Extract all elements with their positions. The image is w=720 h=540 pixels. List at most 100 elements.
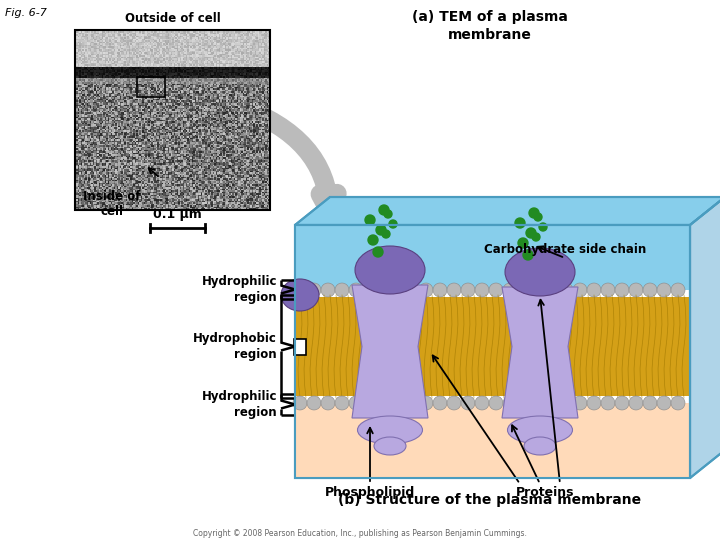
Circle shape xyxy=(503,283,517,297)
Circle shape xyxy=(384,210,392,218)
Circle shape xyxy=(657,396,671,410)
Circle shape xyxy=(643,283,657,297)
Bar xyxy=(295,225,690,478)
Ellipse shape xyxy=(281,279,319,311)
Circle shape xyxy=(615,396,629,410)
Bar xyxy=(294,339,306,354)
Ellipse shape xyxy=(524,437,556,455)
Text: Carbohydrate side chain: Carbohydrate side chain xyxy=(484,244,646,256)
Circle shape xyxy=(523,250,533,260)
Text: (a) TEM of a plasma
membrane: (a) TEM of a plasma membrane xyxy=(412,10,568,43)
Text: Hydrophilic
region: Hydrophilic region xyxy=(202,275,277,304)
Bar xyxy=(295,225,690,478)
Circle shape xyxy=(529,208,539,218)
Circle shape xyxy=(559,396,573,410)
Polygon shape xyxy=(502,287,578,418)
Ellipse shape xyxy=(508,416,572,444)
Circle shape xyxy=(601,283,615,297)
Circle shape xyxy=(601,396,615,410)
Circle shape xyxy=(517,283,531,297)
Circle shape xyxy=(419,283,433,297)
Circle shape xyxy=(489,283,503,297)
Circle shape xyxy=(545,396,559,410)
Circle shape xyxy=(377,283,391,297)
Text: Inside of
cell: Inside of cell xyxy=(84,190,140,218)
Circle shape xyxy=(532,233,540,241)
Circle shape xyxy=(389,220,397,228)
Circle shape xyxy=(391,283,405,297)
Circle shape xyxy=(526,228,536,238)
Polygon shape xyxy=(295,197,720,225)
Circle shape xyxy=(515,218,525,228)
Circle shape xyxy=(321,283,335,297)
Circle shape xyxy=(405,283,419,297)
Circle shape xyxy=(365,215,375,225)
Ellipse shape xyxy=(358,416,423,444)
Circle shape xyxy=(615,283,629,297)
Circle shape xyxy=(363,396,377,410)
Circle shape xyxy=(531,396,545,410)
Circle shape xyxy=(461,283,475,297)
Circle shape xyxy=(539,223,547,231)
Circle shape xyxy=(629,283,643,297)
Circle shape xyxy=(489,396,503,410)
Text: 0.1 μm: 0.1 μm xyxy=(153,208,202,221)
Ellipse shape xyxy=(355,246,425,294)
Circle shape xyxy=(559,283,573,297)
Bar xyxy=(295,403,690,478)
Text: Fig. 6-7: Fig. 6-7 xyxy=(5,8,47,18)
Circle shape xyxy=(534,213,542,221)
Circle shape xyxy=(475,396,489,410)
Circle shape xyxy=(419,396,433,410)
Text: Proteins: Proteins xyxy=(516,486,575,499)
Circle shape xyxy=(363,283,377,297)
Circle shape xyxy=(447,283,461,297)
Text: Hydrophobic
region: Hydrophobic region xyxy=(193,332,277,361)
Circle shape xyxy=(307,396,321,410)
Circle shape xyxy=(335,396,349,410)
Text: Phospholipid: Phospholipid xyxy=(325,486,415,499)
Circle shape xyxy=(517,396,531,410)
Circle shape xyxy=(587,283,601,297)
Circle shape xyxy=(335,283,349,297)
Circle shape xyxy=(391,396,405,410)
Circle shape xyxy=(447,396,461,410)
Text: Outside of cell: Outside of cell xyxy=(125,12,220,25)
Polygon shape xyxy=(690,197,720,478)
Circle shape xyxy=(518,238,528,248)
Circle shape xyxy=(349,283,363,297)
Circle shape xyxy=(373,247,383,257)
Circle shape xyxy=(629,396,643,410)
Circle shape xyxy=(461,396,475,410)
Text: Hydrophilic
region: Hydrophilic region xyxy=(202,390,277,419)
Circle shape xyxy=(503,396,517,410)
Circle shape xyxy=(433,396,447,410)
Polygon shape xyxy=(352,285,428,418)
Ellipse shape xyxy=(505,248,575,296)
Circle shape xyxy=(531,283,545,297)
Circle shape xyxy=(573,396,587,410)
Text: (b) Structure of the plasma membrane: (b) Structure of the plasma membrane xyxy=(338,493,642,507)
Circle shape xyxy=(349,396,363,410)
Circle shape xyxy=(405,396,419,410)
Circle shape xyxy=(573,283,587,297)
Circle shape xyxy=(587,396,601,410)
Circle shape xyxy=(433,283,447,297)
Circle shape xyxy=(382,230,390,238)
Circle shape xyxy=(545,283,559,297)
Circle shape xyxy=(321,396,335,410)
Circle shape xyxy=(379,205,389,215)
Text: Copyright © 2008 Pearson Education, Inc., publishing as Pearson Benjamin Cumming: Copyright © 2008 Pearson Education, Inc.… xyxy=(193,529,527,537)
Circle shape xyxy=(671,396,685,410)
Ellipse shape xyxy=(374,437,406,455)
Circle shape xyxy=(475,283,489,297)
Circle shape xyxy=(377,396,391,410)
Circle shape xyxy=(671,283,685,297)
Circle shape xyxy=(293,283,307,297)
Circle shape xyxy=(657,283,671,297)
Circle shape xyxy=(293,396,307,410)
Circle shape xyxy=(643,396,657,410)
Bar xyxy=(75,30,270,210)
Bar xyxy=(295,297,690,396)
Bar xyxy=(295,225,690,290)
